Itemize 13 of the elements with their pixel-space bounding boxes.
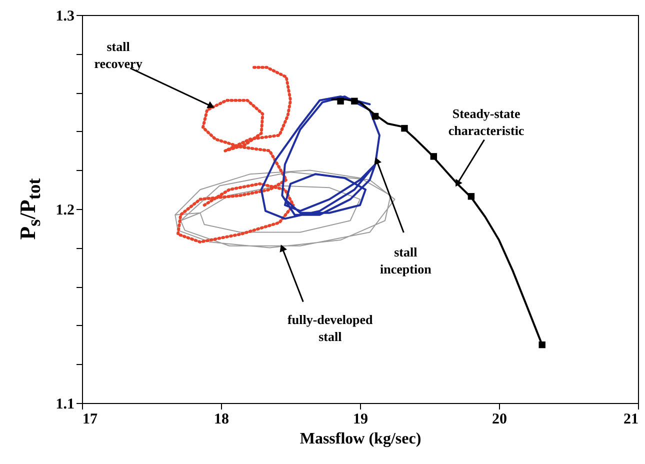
x-tick-label: 21 bbox=[624, 412, 638, 428]
x-tick-label: 19 bbox=[353, 412, 368, 428]
annotation: stall inception bbox=[380, 244, 432, 276]
annotation: stall recovery bbox=[94, 39, 143, 72]
x-tick-label: 20 bbox=[492, 412, 507, 428]
x-tick-label: 18 bbox=[214, 412, 229, 428]
annotation: fully-developed stall bbox=[288, 312, 374, 344]
y-tick-label: 1.3 bbox=[56, 8, 74, 24]
y-tick-label: 1.1 bbox=[56, 396, 74, 412]
annotation: Steady-state characteristic bbox=[448, 106, 524, 138]
x-tick-label: 17 bbox=[82, 412, 98, 428]
x-axis-title: Massflow (kg/sec) bbox=[300, 430, 422, 448]
y-tick-label: 1.2 bbox=[56, 202, 74, 218]
